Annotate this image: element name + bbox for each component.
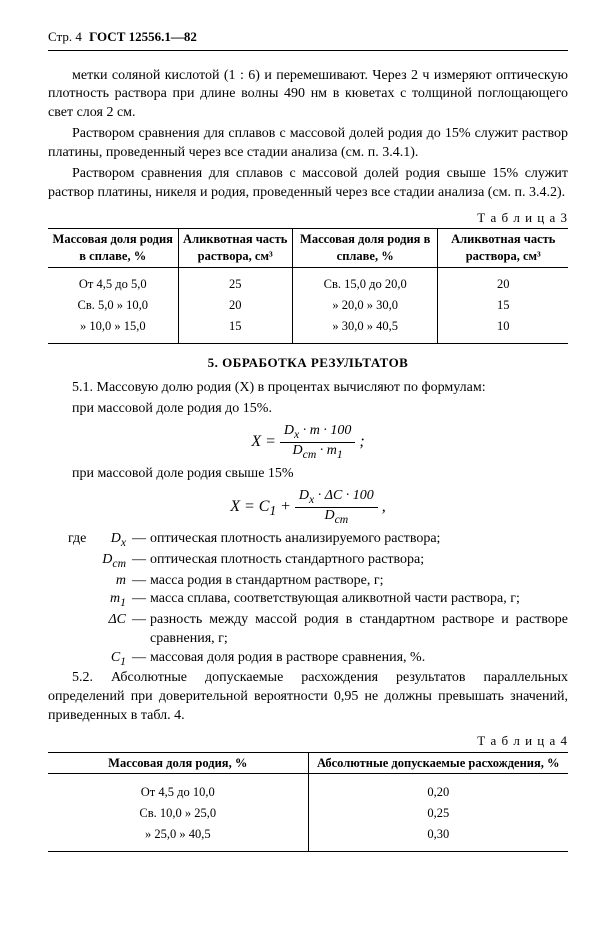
table-3: Массовая доля родия в сплаве, % Аликвотн… [48, 228, 568, 343]
definition: масса родия в стандартном растворе, г; [150, 572, 568, 591]
col-header: Аликвотная часть раствора, см³ [178, 229, 292, 268]
symbol: Dx [100, 530, 128, 551]
numerator: Dx · m · 100 [280, 423, 355, 443]
where-line: Dст — оптическая плотность стандартного … [68, 551, 568, 572]
cell: » 30,0 » 40,5 [292, 316, 438, 343]
section-title: 5. ОБРАБОТКА РЕЗУЛЬТАТОВ [48, 354, 568, 372]
cell: 0,25 [308, 803, 568, 824]
cell: » 10,0 » 15,0 [48, 316, 178, 343]
table-4: Массовая доля родия, % Абсолютные допуск… [48, 752, 568, 853]
table-row: » 10,0 » 15,0 15 » 30,0 » 40,5 10 [48, 316, 568, 343]
dash: — [128, 530, 150, 551]
cell: » 20,0 » 30,0 [292, 295, 438, 316]
cell: » 25,0 » 40,5 [48, 824, 308, 851]
table-row: От 4,5 до 5,0 25 Св. 15,0 до 20,0 20 [48, 268, 568, 295]
formula-1: X = Dx · m · 100Dст · m1 ; [48, 423, 568, 461]
cell: Св. 5,0 » 10,0 [48, 295, 178, 316]
cell: От 4,5 до 5,0 [48, 268, 178, 295]
paragraph: при массовой доле родия свыше 15% [48, 465, 568, 484]
page-number: Стр. 4 [48, 29, 82, 44]
cell: 15 [178, 316, 292, 343]
denominator: Dст [295, 508, 378, 527]
definition: оптическая плотность стандартного раство… [150, 551, 568, 572]
symbol: ΔC [100, 611, 128, 649]
page: Стр. 4 ГОСТ 12556.1—82 метки соляной кис… [0, 0, 606, 929]
document-id: ГОСТ 12556.1—82 [89, 29, 197, 44]
cell: 15 [438, 295, 568, 316]
where-line: где Dx — оптическая плотность анализируе… [68, 530, 568, 551]
paragraph: метки соляной кислотой (1 : 6) и перемеш… [48, 67, 568, 124]
denominator: Dст · m1 [280, 443, 355, 462]
definition: массовая доля родия в растворе сравнения… [150, 649, 568, 670]
definition: оптическая плотность анализируемого раст… [150, 530, 568, 551]
dash: — [128, 572, 150, 591]
cell: 10 [438, 316, 568, 343]
dash: — [128, 551, 150, 572]
symbol: m1 [100, 590, 128, 611]
cell: 20 [178, 295, 292, 316]
cell: 20 [438, 268, 568, 295]
where-line: C1 — массовая доля родия в растворе срав… [68, 649, 568, 670]
table-row: Св. 10,0 » 25,0 0,25 [48, 803, 568, 824]
cell: От 4,5 до 10,0 [48, 774, 308, 803]
definition: масса сплава, соответствующая аликвотной… [150, 590, 568, 611]
definition: разность между массой родия в стандартно… [150, 611, 568, 649]
table-row: Св. 5,0 » 10,0 20 » 20,0 » 30,0 15 [48, 295, 568, 316]
dash: — [128, 590, 150, 611]
table-header-row: Массовая доля родия в сплаве, % Аликвотн… [48, 229, 568, 268]
symbol: m [100, 572, 128, 591]
table-title: Т а б л и ц а 3 [48, 209, 568, 227]
running-head: Стр. 4 ГОСТ 12556.1—82 [48, 28, 568, 51]
table-row: » 25,0 » 40,5 0,30 [48, 824, 568, 851]
symbol: C1 [100, 649, 128, 670]
col-header: Массовая доля родия, % [48, 752, 308, 774]
col-header: Массовая доля родия в сплаве, % [292, 229, 438, 268]
formula-2: X = C1 + Dx · ΔC · 100Dст , [48, 488, 568, 526]
symbol: Dст [100, 551, 128, 572]
formula-prefix: X = C1 + [230, 498, 295, 515]
cell: 25 [178, 268, 292, 295]
dash: — [128, 649, 150, 670]
paragraph: Раствором сравнения для сплавов с массов… [48, 125, 568, 163]
cell: 0,20 [308, 774, 568, 803]
where-line: m1 — масса сплава, соответствующая аликв… [68, 590, 568, 611]
table-header-row: Массовая доля родия, % Абсолютные допуск… [48, 752, 568, 774]
col-header: Аликвотная часть раствора, см³ [438, 229, 568, 268]
paragraph: Раствором сравнения для сплавов с массов… [48, 165, 568, 203]
paragraph: 5.2. Абсолютные допускаемые расхождения … [48, 669, 568, 726]
where-block: где Dx — оптическая плотность анализируе… [68, 530, 568, 669]
table-row: От 4,5 до 10,0 0,20 [48, 774, 568, 803]
table-title: Т а б л и ц а 4 [48, 732, 568, 750]
paragraph: при массовой доле родия до 15%. [48, 400, 568, 419]
cell: Св. 15,0 до 20,0 [292, 268, 438, 295]
col-header: Массовая доля родия в сплаве, % [48, 229, 178, 268]
where-label: где [68, 530, 100, 551]
where-line: m — масса родия в стандартном растворе, … [68, 572, 568, 591]
cell: Св. 10,0 » 25,0 [48, 803, 308, 824]
paragraph: 5.1. Массовую долю родия (X) в процентах… [48, 379, 568, 398]
dash: — [128, 611, 150, 649]
where-line: ΔC — разность между массой родия в станд… [68, 611, 568, 649]
numerator: Dx · ΔC · 100 [295, 488, 378, 508]
col-header: Абсолютные допускаемые расхождения, % [308, 752, 568, 774]
cell: 0,30 [308, 824, 568, 851]
